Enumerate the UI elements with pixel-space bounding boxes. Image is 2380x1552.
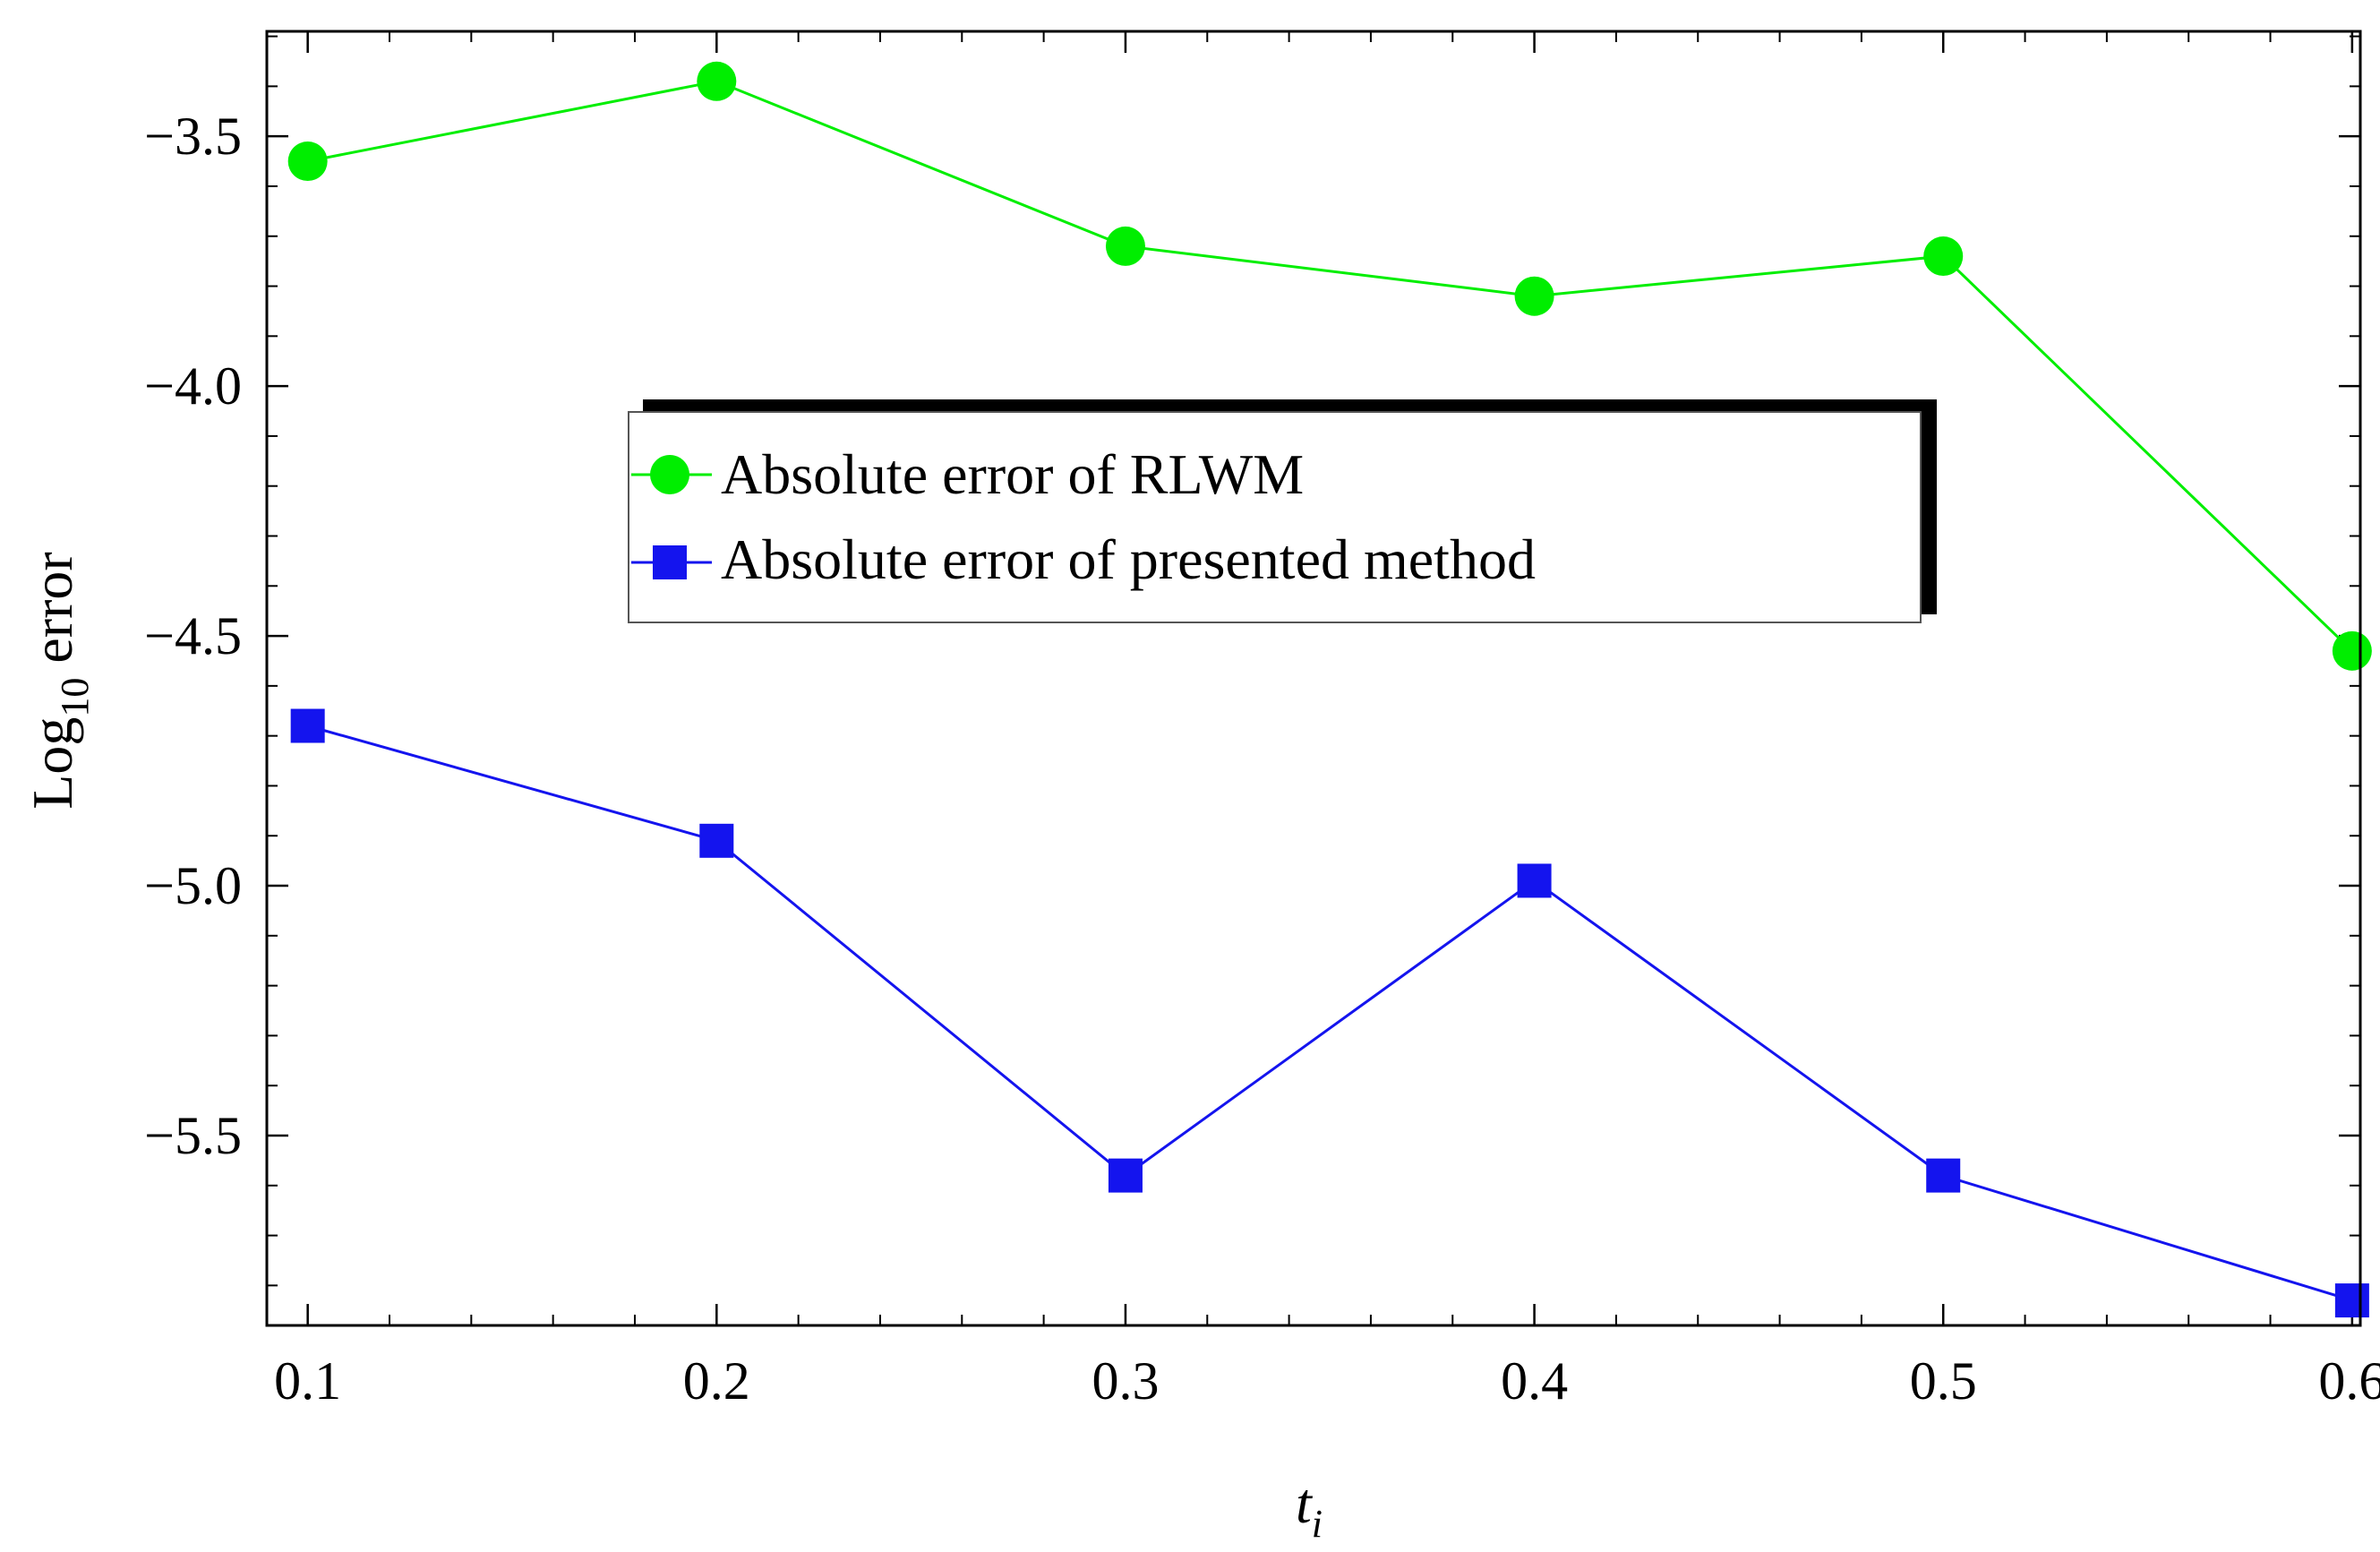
x-axis-title-main: t <box>1296 1471 1314 1535</box>
x-tick-label: 0.6 <box>2318 1351 2380 1411</box>
y-axis-title-rest: error <box>21 552 84 677</box>
y-tick-label: −4.0 <box>144 356 242 416</box>
legend: Absolute error of RLWM Absolute error of… <box>628 399 1937 623</box>
minor-ticks <box>267 31 2360 1325</box>
series-layer <box>287 61 2372 1318</box>
y-axis-title: Log10 error <box>21 552 97 809</box>
legend-marker-presented <box>653 545 687 579</box>
legend-label-rlwm: Absolute error of RLWM <box>721 442 1304 506</box>
data-point <box>1517 863 1552 898</box>
tick-labels: 0.1 0.2 0.3 0.4 0.5 0.6 −3.5 −4.0 −4.5 −5.0 −5.5 <box>144 107 2380 1411</box>
x-axis-title-sub: i <box>1312 1502 1323 1546</box>
plot-frame <box>265 30 2362 1327</box>
data-point <box>697 61 737 101</box>
data-point <box>1514 276 1554 316</box>
series-presented-method <box>290 708 2369 1318</box>
data-point <box>2332 630 2372 671</box>
y-tick-label: −5.0 <box>144 856 242 915</box>
x-tick-label: 0.2 <box>683 1351 750 1411</box>
data-point <box>1923 236 1964 277</box>
major-ticks <box>267 31 2360 1325</box>
x-tick-label: 0.3 <box>1092 1351 1159 1411</box>
legend-label-presented: Absolute error of presented method <box>721 527 1536 591</box>
x-tick-label: 0.4 <box>1501 1351 1568 1411</box>
y-tick-label: −3.5 <box>144 107 242 166</box>
data-point <box>1926 1158 1961 1193</box>
data-point <box>1108 1158 1143 1193</box>
y-tick-label: −4.5 <box>144 606 242 665</box>
series-rlwm <box>287 61 2372 671</box>
data-point <box>287 141 328 182</box>
x-tick-label: 0.1 <box>274 1351 341 1411</box>
data-point <box>699 823 734 858</box>
data-point <box>2334 1283 2369 1318</box>
y-tick-label: −5.5 <box>144 1106 242 1165</box>
series-line <box>307 725 2353 1302</box>
x-axis-title: ti <box>1296 1471 1323 1546</box>
y-axis-title-sub: 10 <box>53 678 97 717</box>
legend-box <box>628 411 1922 623</box>
series-line <box>307 80 2353 652</box>
x-tick-label: 0.5 <box>1910 1351 1977 1411</box>
y-axis-title-main: Log <box>21 717 84 810</box>
data-point <box>1105 226 1145 266</box>
data-point <box>290 708 325 743</box>
legend-marker-rlwm <box>650 455 689 494</box>
